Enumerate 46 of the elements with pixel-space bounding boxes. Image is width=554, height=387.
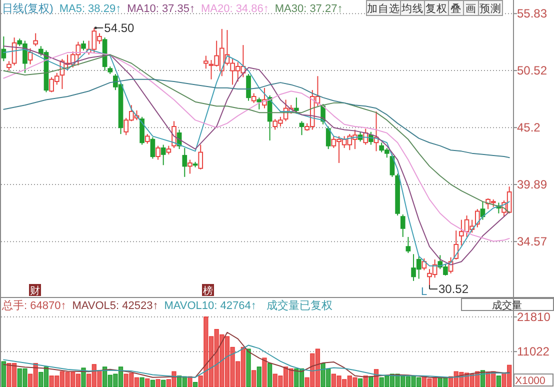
annotation: 复权 — [426, 3, 448, 15]
line-series — [3, 344, 510, 378]
bar — [368, 376, 374, 387]
header: 日线(复权) MA5: 38.29↑ MA10: 37.35↑ MA20: 34.86↑ MA30: 37.27↑ — [2, 3, 343, 15]
bar — [161, 380, 166, 387]
y-tick-label: 11022 — [517, 344, 550, 359]
bar — [246, 348, 251, 387]
button: 均线 — [400, 0, 425, 16]
annotation: 30.52 — [438, 282, 469, 296]
annotation: 54.50 — [104, 20, 135, 35]
bar — [496, 376, 502, 387]
bar — [252, 370, 256, 387]
y-tick-label: 50.52 — [517, 64, 548, 78]
button: 叠 — [448, 0, 464, 16]
annotation: 榜 — [203, 285, 213, 297]
bar — [192, 382, 198, 387]
annotation: 预测 — [480, 3, 502, 15]
bar — [150, 380, 156, 387]
button: 复权 — [424, 0, 449, 16]
button: 预测 — [478, 0, 503, 16]
note: 54.50 — [94, 20, 134, 35]
bar — [358, 378, 363, 387]
y-tick-label: 21810 — [517, 310, 551, 324]
button: 画 — [463, 0, 479, 16]
bar — [363, 376, 368, 387]
y-tick-label: 39.89 — [517, 178, 548, 192]
annotation: 财 — [30, 285, 40, 297]
note: 30.52 — [429, 282, 469, 296]
annotation: 画 — [466, 3, 476, 15]
bar — [156, 379, 160, 387]
annotation: 成交量已复权 — [266, 299, 332, 312]
y-tick-label: 45.2 — [517, 120, 541, 135]
bar — [262, 358, 267, 387]
bar — [256, 366, 262, 387]
y-tick-label: 55.83 — [517, 6, 548, 21]
annotation: L — [420, 286, 428, 298]
bar — [145, 378, 150, 387]
bar — [1, 361, 6, 387]
line-series — [3, 332, 510, 378]
bar — [140, 377, 144, 387]
header: 总手: 64870↑ MAVOL5: 42523↑ MAVOL10: 42764↑ — [2, 300, 256, 312]
y-tick-label: 34.57 — [517, 234, 548, 249]
annotation: 叠 — [450, 3, 462, 15]
button: 加自选 — [366, 0, 401, 16]
unit-box: X1000 — [514, 374, 554, 387]
bar — [267, 363, 272, 387]
